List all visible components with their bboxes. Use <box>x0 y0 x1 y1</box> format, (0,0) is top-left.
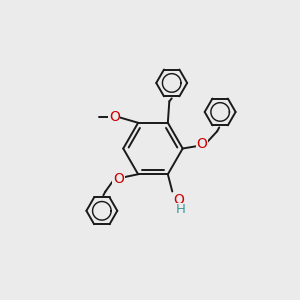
Text: O: O <box>113 172 124 186</box>
Text: O: O <box>196 137 207 152</box>
Text: H: H <box>176 203 186 216</box>
Text: O: O <box>173 194 184 207</box>
Text: O: O <box>109 110 120 124</box>
